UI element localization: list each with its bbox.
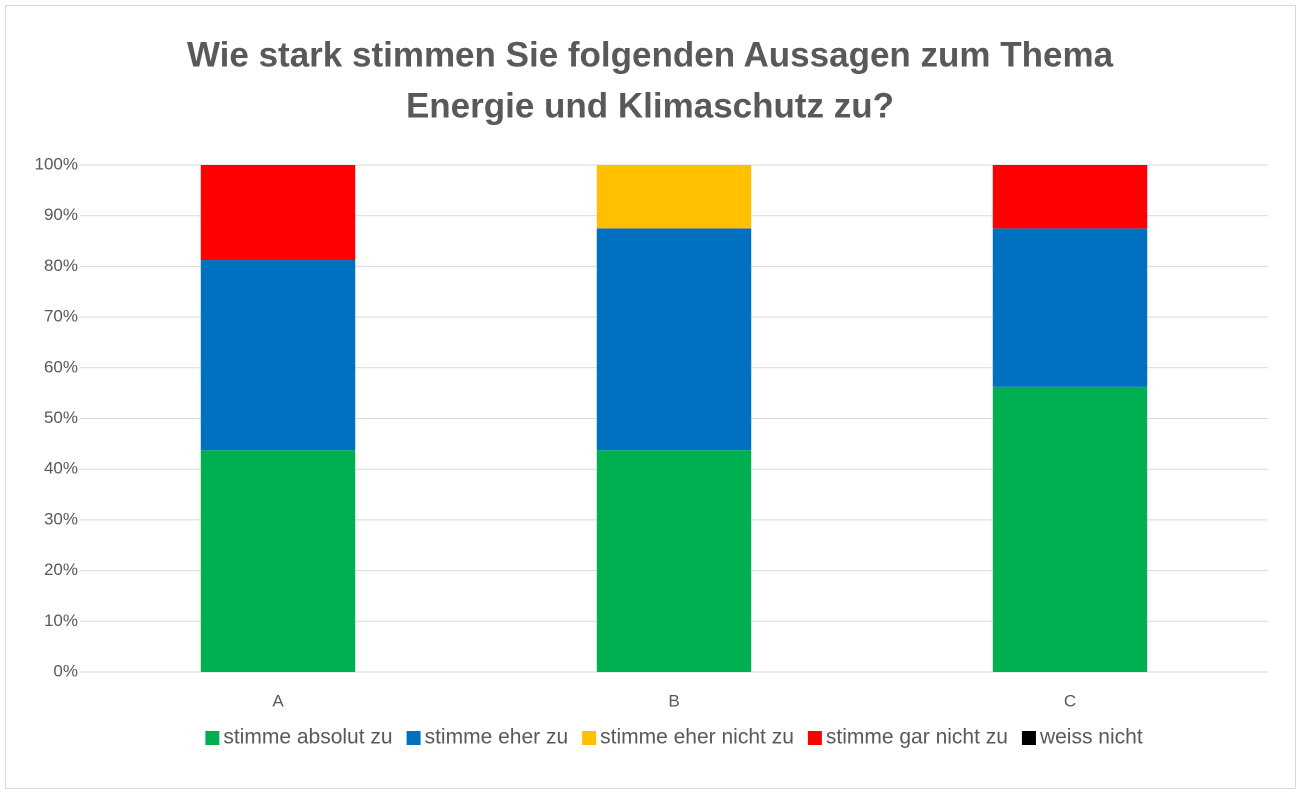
bar-segment xyxy=(992,165,1148,229)
legend-swatch xyxy=(205,731,220,745)
chart-title: Wie stark stimmen Sie folgenden Aussagen… xyxy=(187,35,1114,74)
y-tick-label: 40% xyxy=(44,459,78,478)
bar-segment xyxy=(200,260,356,451)
bar-segment xyxy=(596,450,752,672)
y-tick-label: 20% xyxy=(44,560,78,579)
legend-swatch xyxy=(406,731,421,745)
legend-label: stimme eher zu xyxy=(425,726,569,749)
legend-swatch xyxy=(582,731,597,745)
x-tick-label: A xyxy=(272,691,284,710)
legend-label: stimme absolut zu xyxy=(223,726,392,749)
y-tick-label: 10% xyxy=(44,611,78,630)
bar-segment xyxy=(992,386,1148,672)
y-tick-label: 60% xyxy=(44,357,78,376)
bar-segment xyxy=(200,165,356,261)
legend-swatch xyxy=(1021,731,1036,745)
legend-label: stimme gar nicht zu xyxy=(826,726,1008,749)
bar-segment xyxy=(200,450,356,672)
y-tick-label: 70% xyxy=(44,307,78,326)
bar-segment xyxy=(596,165,752,229)
bar-segment xyxy=(596,228,752,451)
x-tick-label: C xyxy=(1064,691,1076,710)
chart-title: Energie und Klimaschutz zu? xyxy=(406,86,894,125)
y-tick-label: 50% xyxy=(44,408,78,427)
legend-swatch xyxy=(807,731,822,745)
legend-label: weiss nicht xyxy=(1039,726,1143,749)
y-tick-label: 30% xyxy=(44,509,78,528)
legend-label: stimme eher nicht zu xyxy=(600,726,794,749)
bar-segment xyxy=(992,228,1148,387)
legend: stimme absolut zu stimme eher zu stimme eh… xyxy=(205,726,1143,749)
x-tick-label: B xyxy=(668,691,679,710)
y-tick-label: 80% xyxy=(44,256,78,275)
y-tick-label: 0% xyxy=(53,661,78,680)
y-tick-label: 90% xyxy=(44,205,78,224)
y-tick-label: 100% xyxy=(35,154,78,173)
